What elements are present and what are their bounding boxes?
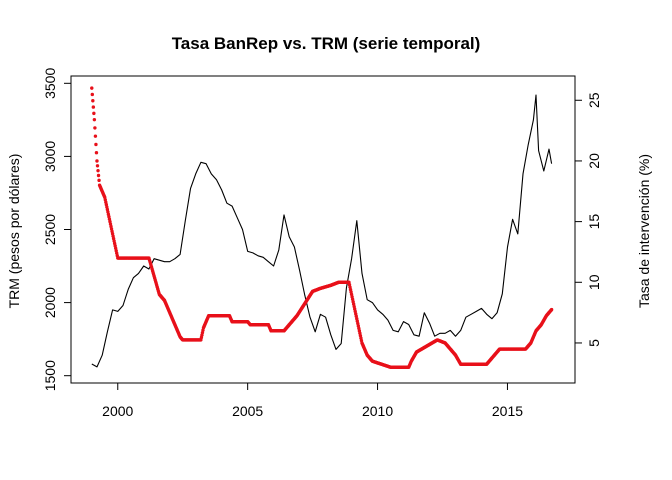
rate-point	[93, 126, 97, 130]
y-axis-left-label: TRM (pesos por dólares)	[6, 154, 22, 309]
x-tick-label: 2005	[232, 403, 263, 419]
chart-title: Tasa BanRep vs. TRM (serie temporal)	[172, 34, 481, 53]
trm-series-line	[91, 94, 553, 368]
rate-point	[549, 307, 554, 312]
rate-point	[96, 173, 101, 178]
y-right-tick-label: 20	[586, 153, 602, 169]
x-tick-label: 2015	[492, 403, 523, 419]
rate-point	[90, 86, 94, 90]
rate-point	[94, 142, 98, 147]
y-right-tick-label: 25	[586, 92, 602, 108]
rate-point	[92, 117, 97, 122]
rate-point	[95, 159, 99, 163]
x-tick-label: 2000	[102, 403, 133, 419]
rate-point	[91, 99, 95, 103]
x-axis: 2000 2005 2010 2015	[102, 383, 523, 419]
rate-point	[94, 150, 99, 155]
rate-series-points	[90, 86, 554, 369]
y-left-tick-label: 3500	[42, 68, 58, 99]
y-left-tick-label: 3000	[42, 141, 58, 172]
y-right-tick-label: 15	[586, 214, 602, 230]
y-right-tick-label: 5	[586, 339, 602, 347]
x-tick-label: 2010	[362, 403, 393, 419]
series-layer	[90, 86, 554, 369]
y-right-tick-label: 10	[586, 274, 602, 290]
rate-point	[92, 111, 96, 116]
rate-point	[91, 105, 96, 109]
plot-box	[70, 75, 576, 384]
rate-point	[93, 134, 98, 138]
y-axis-right-label: Tasa de intervención (%)	[636, 154, 652, 308]
rate-point	[95, 164, 100, 168]
rate-point	[90, 92, 95, 97]
rate-point	[97, 178, 101, 183]
y-left-tick-label: 2000	[42, 287, 58, 318]
y-axis-left: 1500 2000 2500 3000 3500	[42, 68, 71, 391]
y-axis-right: 5 10 15 20 25	[575, 92, 602, 347]
rate-point	[96, 168, 100, 173]
y-left-tick-label: 1500	[42, 360, 58, 391]
y-left-tick-label: 2500	[42, 214, 58, 245]
